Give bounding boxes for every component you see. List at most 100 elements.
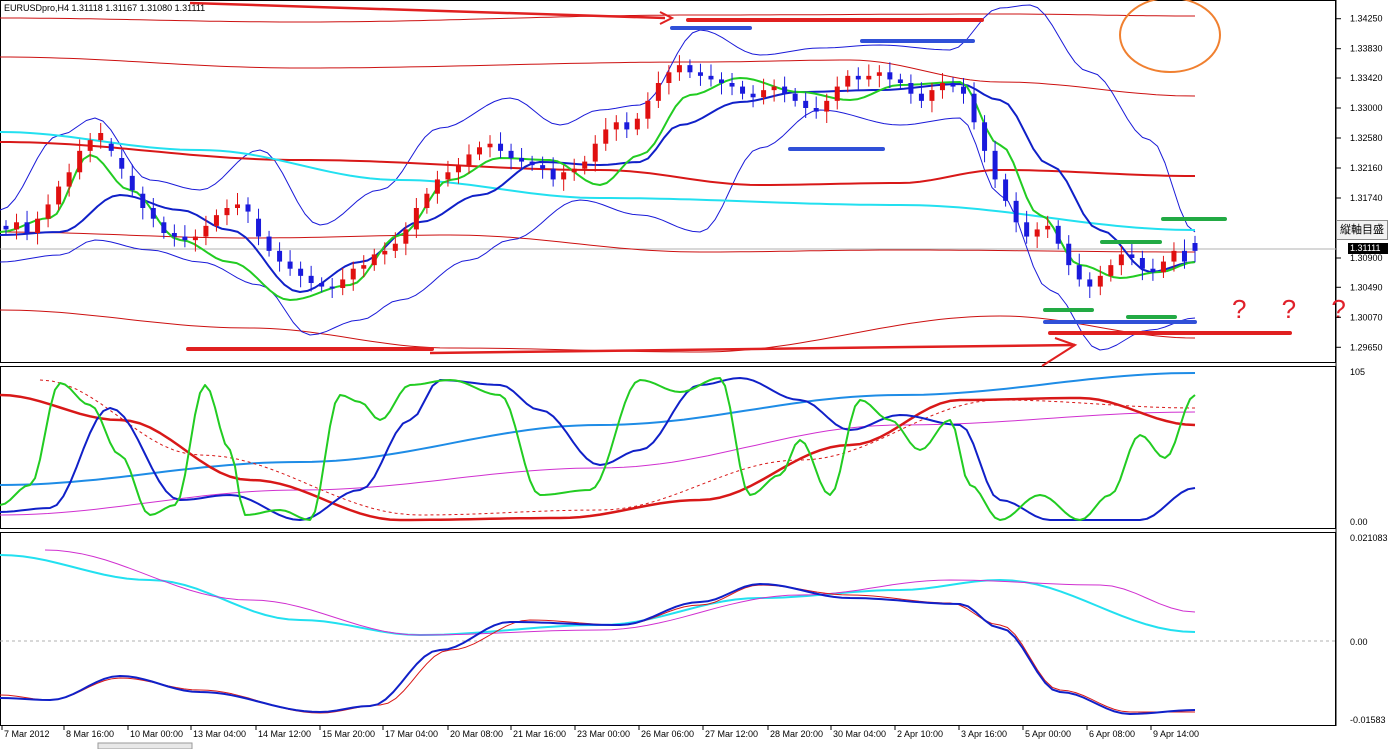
envelope-lower-1 (0, 231, 1195, 253)
bull-candle (1013, 200, 1019, 223)
bull-candle (550, 168, 556, 180)
bear-candle (445, 172, 451, 180)
bear-candle (845, 75, 851, 87)
bull-candle (1150, 268, 1156, 273)
bear-candle (571, 168, 577, 173)
bull-candle (950, 83, 956, 87)
macd-panel[interactable] (0, 532, 1336, 726)
bear-candle (14, 222, 20, 230)
macd-blue-main (0, 583, 1196, 715)
bull-candle (697, 72, 703, 76)
bollinger-upper (0, 4, 1196, 233)
bear-candle (98, 133, 104, 141)
bear-candle (939, 83, 945, 91)
bear-candle (382, 250, 388, 255)
price-tick-label: 1.34250 (1350, 14, 1383, 24)
horizontal-scrollbar[interactable] (97, 742, 193, 749)
bear-candle (403, 229, 409, 244)
envelope-upper-1 (0, 56, 1196, 97)
bull-candle (729, 83, 735, 87)
bull-candle (108, 143, 114, 151)
oscillator-axis: 105 0.00 (1350, 367, 1368, 527)
bear-candle (866, 75, 872, 80)
bear-candle (1097, 275, 1103, 287)
bear-candle (350, 268, 356, 280)
current-price-tag: 1.31111 (1348, 243, 1388, 254)
price-tick-label: 1.30070 (1350, 312, 1383, 322)
bear-candle (1118, 254, 1124, 266)
time-tick-label: 2 Apr 10:00 (897, 729, 943, 739)
bull-candle (287, 261, 293, 269)
bear-candle (761, 90, 767, 98)
bull-candle (1192, 243, 1198, 251)
time-tick-label: 15 Mar 20:00 (322, 729, 375, 739)
annotation-orange-circle (1119, 0, 1221, 73)
bull-candle (813, 108, 819, 112)
bear-candle (234, 204, 240, 208)
bull-candle (129, 175, 135, 191)
hand-drawn-annotations: ? ? ? (186, 0, 1346, 367)
bear-candle (676, 65, 682, 73)
bull-candle (519, 158, 525, 162)
bear-candle (603, 129, 609, 144)
axis-tooltip: 縦軸目盛 (1336, 220, 1388, 240)
bull-candle (182, 236, 188, 241)
bear-candle (466, 154, 472, 166)
bear-candle (592, 143, 598, 162)
annotation-red-arrow-bottom (429, 343, 1076, 355)
bull-candle (992, 150, 998, 180)
bull-candle (245, 204, 251, 212)
price-tick-label: 1.33000 (1350, 103, 1383, 113)
bull-candle (140, 193, 146, 208)
bear-candle (613, 122, 619, 130)
bear-candle (561, 172, 567, 180)
macd-lines (0, 549, 1196, 715)
bear-candle (929, 90, 935, 101)
bull-candle (855, 75, 861, 80)
bear-candle (582, 161, 588, 169)
time-tick-label: 20 Mar 08:00 (450, 729, 503, 739)
symbol-line: EURUSDpro,H4 1.31118 1.31167 1.31080 1.3… (4, 3, 205, 13)
bull-candle (897, 79, 903, 83)
time-tick-label: 17 Mar 04:00 (385, 729, 438, 739)
price-tick-label: 1.31740 (1350, 193, 1383, 203)
bear-candle (413, 208, 419, 230)
osc-red-dashed (39, 379, 1196, 516)
price-tick-label: 1.33420 (1350, 73, 1383, 83)
ma-slow-red (0, 141, 1195, 186)
bear-candle (192, 236, 198, 241)
bull-candle (803, 100, 809, 108)
price-panel[interactable] (0, 0, 1336, 363)
bull-candle (256, 218, 262, 237)
osc-blue-signal (0, 377, 1196, 521)
bear-candle (645, 100, 651, 119)
bear-candle (203, 225, 209, 237)
arrow-head-bottom (1041, 337, 1078, 367)
bear-candle (224, 208, 230, 216)
bear-candle (340, 279, 346, 288)
time-tick-label: 8 Mar 16:00 (66, 729, 114, 739)
bear-candle (424, 193, 430, 208)
time-tick-label: 30 Mar 04:00 (833, 729, 886, 739)
bull-candle (782, 86, 788, 94)
bull-candle (277, 250, 283, 262)
bull-candle (161, 222, 167, 233)
time-tick-label: 28 Mar 20:00 (770, 729, 823, 739)
price-tick-label: 1.29650 (1350, 342, 1383, 352)
bull-candle (887, 72, 893, 80)
osc-green-fast (0, 377, 1196, 521)
ma-green (0, 77, 1196, 301)
bear-candle (771, 86, 777, 91)
bull-candle (150, 208, 156, 219)
price-tick-label: 1.32580 (1350, 133, 1383, 143)
bear-candle (666, 72, 672, 83)
bull-candle (1003, 179, 1009, 201)
bear-candle (87, 140, 93, 151)
price-tick-label: 1.30900 (1350, 253, 1383, 263)
bull-candle (24, 222, 30, 233)
bull-candle (624, 122, 630, 130)
bear-candle (634, 118, 640, 130)
macd-tick-label: -0.01583 (1350, 715, 1386, 725)
time-tick-label: 21 Mar 16:00 (513, 729, 566, 739)
